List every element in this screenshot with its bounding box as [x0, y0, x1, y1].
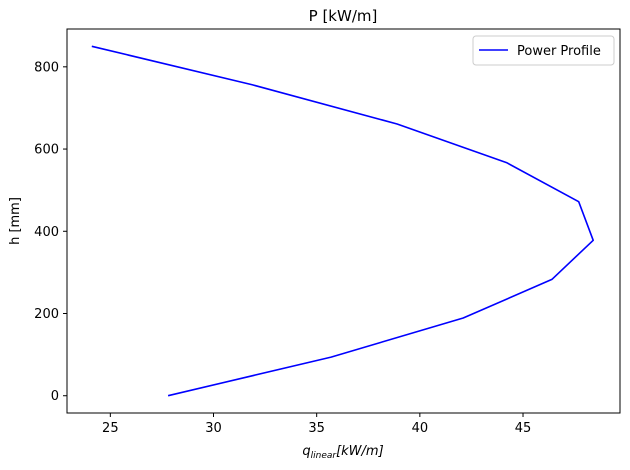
y-tick-label: 200	[34, 307, 59, 322]
x-tick-label: 30	[205, 421, 222, 436]
x-tick-label: 25	[102, 421, 119, 436]
series-line-power-profile	[91, 45, 595, 397]
x-tick-label: 45	[515, 421, 532, 436]
x-axis-title-subscript: linear	[311, 451, 338, 461]
legend-box	[472, 35, 615, 66]
y-tick-label: 600	[34, 143, 59, 158]
legend-label: Power Profile	[517, 44, 601, 59]
y-axis-title: h [mm]	[8, 197, 23, 245]
x-axis-title: qlinear[kW/m]	[302, 444, 383, 461]
chart-title: P [kW/m]	[309, 7, 378, 25]
series-layer	[91, 45, 595, 397]
plot-area	[66, 28, 621, 414]
x-axis-title-main: q	[302, 444, 310, 459]
y-tick-label: 800	[34, 60, 59, 75]
y-axis: 0 200 400 600 800	[34, 60, 67, 404]
y-tick-label: 400	[34, 225, 59, 240]
x-axis: 25 30 35 40 45	[102, 413, 531, 436]
legend: Power Profile	[472, 35, 615, 66]
x-tick-label: 35	[308, 421, 325, 436]
x-tick-label: 40	[412, 421, 429, 436]
x-axis-title-units: [kW/m]	[336, 444, 384, 459]
y-tick-label: 0	[51, 389, 59, 404]
